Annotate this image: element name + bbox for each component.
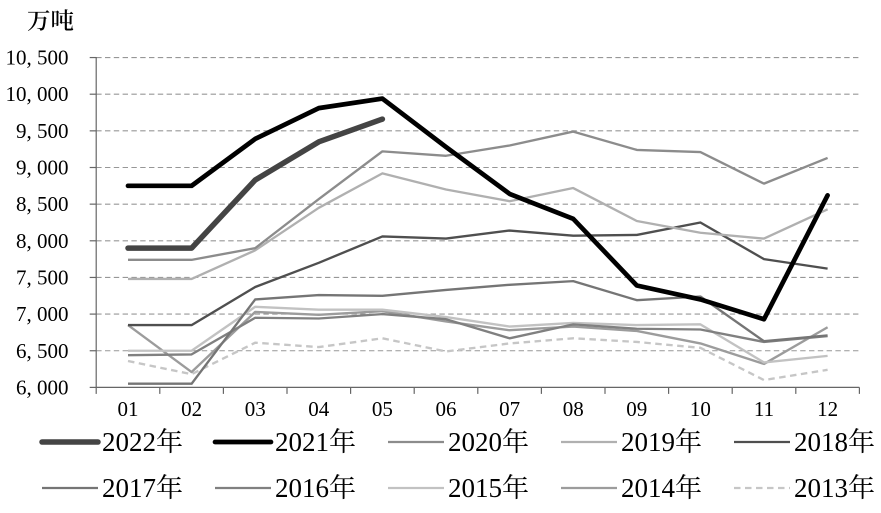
svg-text:2013: 2013 [794, 473, 848, 503]
svg-text:08: 08 [563, 397, 584, 421]
svg-text:2015: 2015 [448, 473, 502, 503]
svg-text:2022: 2022 [102, 427, 156, 457]
svg-text:2017: 2017 [102, 473, 156, 503]
svg-text:10, 000: 10, 000 [6, 82, 69, 106]
svg-text:03: 03 [245, 397, 266, 421]
svg-text:8, 000: 8, 000 [16, 229, 69, 253]
svg-text:04: 04 [308, 397, 330, 421]
svg-text:9, 500: 9, 500 [16, 119, 69, 143]
svg-text:10, 500: 10, 500 [6, 46, 69, 70]
svg-text:9, 000: 9, 000 [16, 156, 69, 180]
svg-text:6, 500: 6, 500 [16, 339, 69, 363]
svg-text:07: 07 [499, 397, 520, 421]
svg-text:06: 06 [436, 397, 457, 421]
svg-text:7, 500: 7, 500 [16, 265, 69, 289]
svg-text:2018: 2018 [794, 427, 848, 457]
svg-text:2019: 2019 [621, 427, 675, 457]
svg-text:2016: 2016 [275, 473, 329, 503]
svg-text:02: 02 [181, 397, 202, 421]
svg-text:8, 500: 8, 500 [16, 192, 69, 216]
svg-text:12: 12 [817, 397, 838, 421]
svg-text:2020: 2020 [448, 427, 502, 457]
svg-text:05: 05 [372, 397, 393, 421]
svg-text:09: 09 [626, 397, 647, 421]
svg-text:11: 11 [754, 397, 774, 421]
svg-text:6, 000: 6, 000 [16, 375, 69, 399]
svg-text:2014: 2014 [621, 473, 676, 503]
svg-text:10: 10 [690, 397, 711, 421]
svg-text:2021: 2021 [275, 427, 329, 457]
svg-text:01: 01 [118, 397, 139, 421]
svg-text:7, 000: 7, 000 [16, 302, 69, 326]
